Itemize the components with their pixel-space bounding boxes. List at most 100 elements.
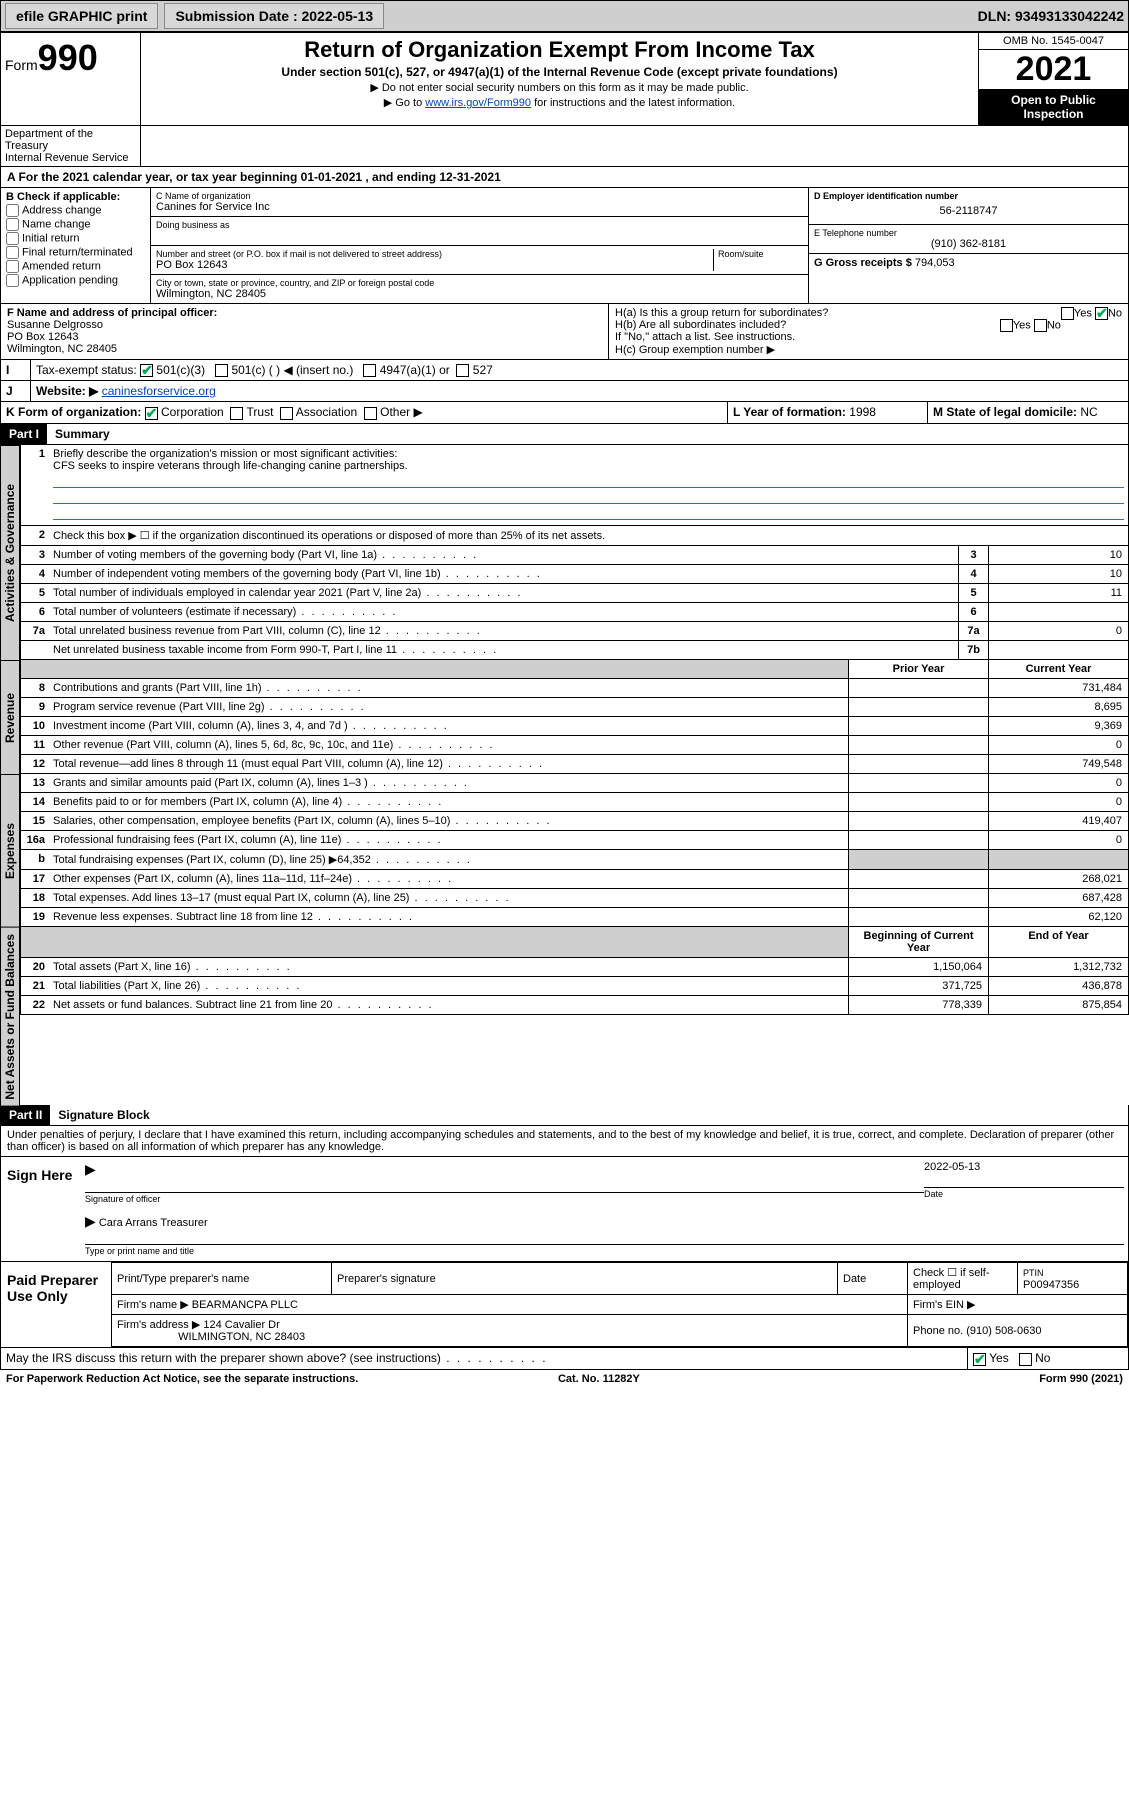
check-final-return[interactable]: Final return/terminated: [6, 246, 145, 259]
h-a: H(a) Is this a group return for subordin…: [615, 307, 1122, 319]
check-4947[interactable]: [363, 364, 376, 377]
table-row: 6 Total number of volunteers (estimate i…: [20, 603, 1129, 622]
footer-mid: Cat. No. 11282Y: [558, 1373, 640, 1385]
dba-label: Doing business as: [156, 220, 803, 230]
h-b: H(b) Are all subordinates included? Yes …: [615, 319, 1122, 331]
table-row: 20 Total assets (Part X, line 16) 1,150,…: [20, 958, 1129, 977]
table-row: 12 Total revenue—add lines 8 through 11 …: [20, 755, 1129, 774]
paid-preparer-label: Paid Preparer Use Only: [1, 1262, 111, 1347]
line-2: Check this box ▶ ☐ if the organization d…: [49, 526, 1128, 545]
tax-year: 2021: [979, 50, 1128, 89]
hb-yes[interactable]: [1000, 319, 1013, 332]
col-begin-year: Beginning of Current Year: [848, 927, 988, 957]
city-label: City or town, state or province, country…: [156, 278, 803, 288]
table-row: 15 Salaries, other compensation, employe…: [20, 812, 1129, 831]
sig-date: 2022-05-13: [924, 1161, 980, 1173]
form-number: Form990: [5, 37, 136, 79]
efile-print-button[interactable]: efile GRAPHIC print: [5, 3, 158, 29]
check-application-pending[interactable]: Application pending: [6, 274, 145, 287]
pt-sig-label: Preparer's signature: [332, 1263, 838, 1295]
pt-check-self[interactable]: Check ☐ if self-employed: [908, 1263, 1018, 1295]
officer-group-row: F Name and address of principal officer:…: [0, 304, 1129, 360]
check-name-change[interactable]: Name change: [6, 218, 145, 231]
firm-ein-label: Firm's EIN ▶: [913, 1299, 976, 1311]
table-row: 9 Program service revenue (Part VIII, li…: [20, 698, 1129, 717]
name-title-label: Type or print name and title: [85, 1246, 194, 1256]
ha-no[interactable]: [1095, 307, 1108, 320]
row-i: I Tax-exempt status: 501(c)(3) 501(c) ( …: [0, 360, 1129, 381]
identity-block: B Check if applicable: Address change Na…: [0, 188, 1129, 304]
check-amended[interactable]: Amended return: [6, 260, 145, 273]
table-row: 17 Other expenses (Part IX, column (A), …: [20, 870, 1129, 889]
table-row: 19 Revenue less expenses. Subtract line …: [20, 908, 1129, 927]
form-subtitle: Under section 501(c), 527, or 4947(a)(1)…: [149, 65, 970, 79]
mission-text: CFS seeks to inspire veterans through li…: [53, 460, 408, 472]
room-label: Room/suite: [718, 249, 803, 259]
form-header: Form990 Return of Organization Exempt Fr…: [0, 32, 1129, 126]
table-row: 21 Total liabilities (Part X, line 26) 3…: [20, 977, 1129, 996]
box-b-header: B Check if applicable:: [6, 191, 145, 203]
submission-date-button[interactable]: Submission Date : 2022-05-13: [164, 3, 384, 29]
form-note-1: ▶ Do not enter social security numbers o…: [149, 81, 970, 94]
officer-addr2: Wilmington, NC 28405: [7, 343, 602, 355]
table-row: 4 Number of independent voting members o…: [20, 565, 1129, 584]
city: Wilmington, NC 28405: [156, 288, 803, 300]
firm-addr2: WILMINGTON, NC 28403: [178, 1331, 305, 1343]
part-1-header: Part I Summary: [0, 424, 1129, 445]
open-public-badge: Open to Public Inspection: [979, 89, 1128, 125]
col-end-year: End of Year: [988, 927, 1128, 957]
gross-receipts-label: G Gross receipts $: [814, 257, 912, 269]
pt-name-label: Print/Type preparer's name: [112, 1263, 332, 1295]
table-row: 18 Total expenses. Add lines 13–17 (must…: [20, 889, 1129, 908]
footer-right: Form 990 (2021): [1039, 1373, 1123, 1385]
check-501c3[interactable]: [140, 364, 153, 377]
officer-label: F Name and address of principal officer:: [7, 307, 217, 319]
phone: (910) 362-8181: [814, 238, 1123, 250]
vtab-net-assets: Net Assets or Fund Balances: [0, 927, 20, 1106]
check-address-change[interactable]: Address change: [6, 204, 145, 217]
state-domicile: NC: [1080, 405, 1097, 419]
check-corporation[interactable]: [145, 407, 158, 420]
col-prior-year: Prior Year: [848, 660, 988, 678]
check-527[interactable]: [456, 364, 469, 377]
col-current-year: Current Year: [988, 660, 1128, 678]
org-name: Canines for Service Inc: [156, 201, 803, 213]
table-row: 13 Grants and similar amounts paid (Part…: [20, 774, 1129, 793]
officer-name-title: Cara Arrans Treasurer: [99, 1217, 208, 1229]
firm-name: BEARMANCPA PLLC: [192, 1299, 298, 1311]
check-501c[interactable]: [215, 364, 228, 377]
check-initial-return[interactable]: Initial return: [6, 232, 145, 245]
check-trust[interactable]: [230, 407, 243, 420]
department-label: Department of the Treasury Internal Reve…: [1, 126, 141, 166]
sig-date-label: Date: [924, 1189, 943, 1199]
check-other[interactable]: [364, 407, 377, 420]
footer-left: For Paperwork Reduction Act Notice, see …: [6, 1373, 358, 1385]
gross-receipts: 794,053: [915, 257, 955, 269]
part-2-header: Part II Signature Block: [0, 1105, 1129, 1126]
check-association[interactable]: [280, 407, 293, 420]
may-irs-no[interactable]: [1019, 1353, 1032, 1366]
ha-yes[interactable]: [1061, 307, 1074, 320]
row-klm: K Form of organization: Corporation Trus…: [0, 402, 1129, 423]
hb-no[interactable]: [1034, 319, 1047, 332]
table-row: Net unrelated business taxable income fr…: [20, 641, 1129, 660]
table-row: 11 Other revenue (Part VIII, column (A),…: [20, 736, 1129, 755]
omb-number: OMB No. 1545-0047: [979, 33, 1128, 50]
line-1-label: Briefly describe the organization's miss…: [53, 448, 397, 460]
table-row: 5 Total number of individuals employed i…: [20, 584, 1129, 603]
sig-officer-label: Signature of officer: [85, 1194, 160, 1204]
phone-label: E Telephone number: [814, 228, 1123, 238]
pt-date-label: Date: [838, 1263, 908, 1295]
table-row: 7a Total unrelated business revenue from…: [20, 622, 1129, 641]
vtab-governance: Activities & Governance: [0, 445, 20, 660]
irs-link[interactable]: www.irs.gov/Form990: [425, 97, 531, 109]
table-row: 16a Professional fundraising fees (Part …: [20, 831, 1129, 850]
firm-addr1: 124 Cavalier Dr: [203, 1319, 279, 1331]
officer-addr1: PO Box 12643: [7, 331, 602, 343]
h-c: H(c) Group exemption number ▶: [615, 343, 1122, 356]
website-link[interactable]: caninesforservice.org: [102, 384, 216, 398]
line-a: A For the 2021 calendar year, or tax yea…: [0, 167, 1129, 188]
row-j: J Website: ▶ caninesforservice.org: [0, 381, 1129, 402]
may-irs-yes[interactable]: [973, 1353, 986, 1366]
table-row: 14 Benefits paid to or for members (Part…: [20, 793, 1129, 812]
